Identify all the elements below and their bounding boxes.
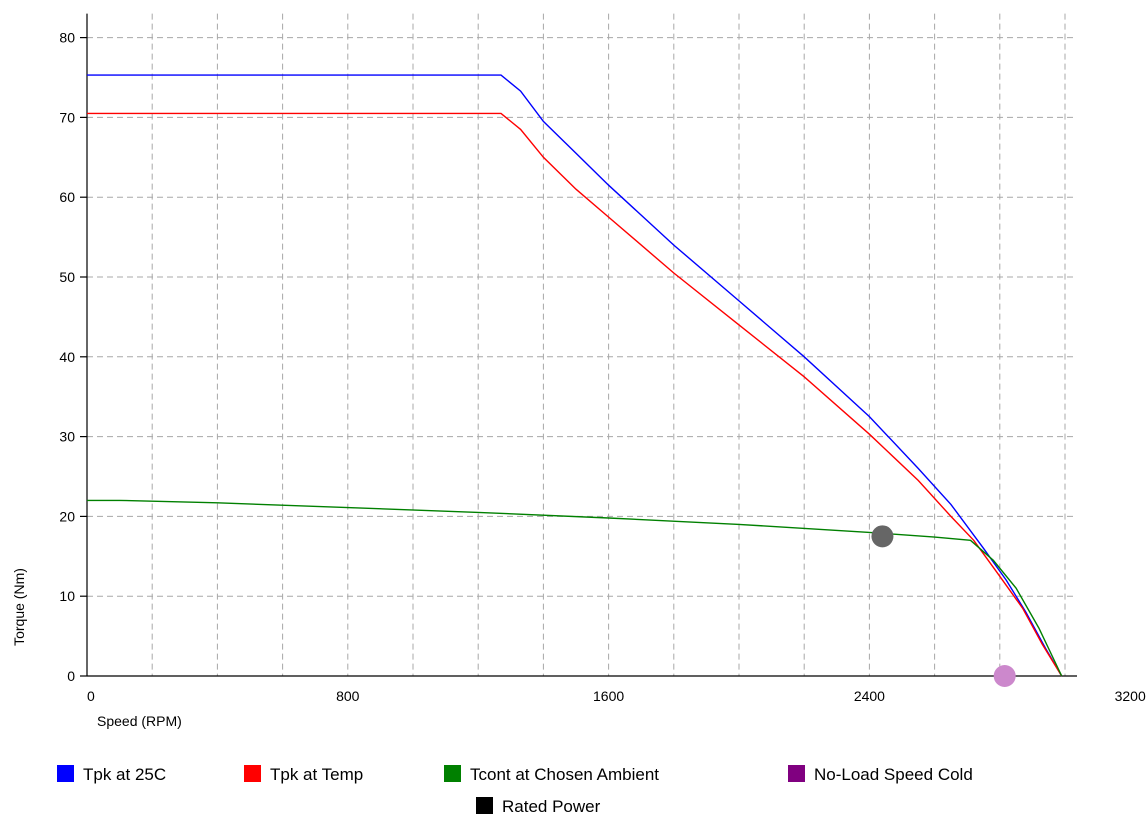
- legend-label-0: Tpk at 25C: [83, 765, 166, 784]
- series-lines: [87, 74, 1063, 677]
- y-tick-label: 50: [59, 269, 75, 285]
- y-tick-label: 80: [59, 30, 75, 46]
- y-tick-label: 30: [59, 429, 75, 445]
- legend-swatch-0: [57, 765, 74, 782]
- legend: Tpk at 25C Tpk at Temp Tcont at Chosen Amb…: [57, 765, 973, 816]
- x-tick-label: 0: [87, 688, 95, 704]
- x-tick-label: 1600: [593, 688, 624, 704]
- y-tick-label: 70: [59, 109, 75, 125]
- series-marker-4: [871, 525, 894, 548]
- x-tick-label: 3200: [1115, 688, 1146, 704]
- y-tick-label: 60: [59, 189, 75, 205]
- y-axis-label: Torque (Nm): [11, 568, 27, 646]
- y-tick-label: 10: [59, 588, 75, 604]
- series-line-0: [87, 74, 1063, 677]
- y-tick-labels: 0 10 20 30 40 50 60 70 80: [59, 30, 75, 684]
- legend-label-3: No-Load Speed Cold: [814, 765, 973, 784]
- series-line-1: [87, 112, 1063, 677]
- x-axis-label: Speed (RPM): [97, 713, 182, 729]
- legend-label-1: Tpk at Temp: [270, 765, 363, 784]
- series-markers: [871, 525, 1016, 687]
- y-tick-label: 40: [59, 349, 75, 365]
- axes: [80, 13, 1077, 677]
- y-tick-label: 20: [59, 508, 75, 524]
- legend-swatch-4: [476, 797, 493, 814]
- legend-label-2: Tcont at Chosen Ambient: [470, 765, 659, 784]
- x-tick-label: 800: [336, 688, 360, 704]
- x-tick-labels: 0 800 1600 2400 3200: [87, 688, 1146, 704]
- grid-lines: [87, 13, 1077, 676]
- legend-swatch-3: [788, 765, 805, 782]
- legend-label-4: Rated Power: [502, 797, 601, 816]
- series-marker-3: [993, 665, 1016, 687]
- x-tick-label: 2400: [854, 688, 885, 704]
- y-tick-label: 0: [67, 668, 75, 684]
- legend-swatch-1: [244, 765, 261, 782]
- series-line-2: [87, 499, 1063, 677]
- legend-swatch-2: [444, 765, 461, 782]
